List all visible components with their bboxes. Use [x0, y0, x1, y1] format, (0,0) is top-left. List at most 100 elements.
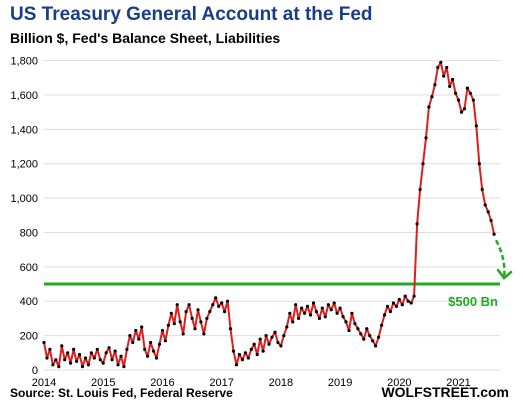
data-point: [347, 328, 351, 333]
data-point: [264, 334, 268, 338]
data-point: [57, 365, 61, 369]
data-point: [291, 320, 295, 324]
data-point: [77, 352, 82, 357]
data-point: [285, 325, 289, 329]
data-point: [374, 344, 378, 348]
data-point: [335, 311, 339, 315]
data-point: [45, 356, 49, 360]
data-point: [451, 77, 455, 82]
data-point: [240, 358, 244, 362]
x-tick-label: 2019: [328, 377, 352, 389]
y-tick-label: 200: [20, 331, 38, 343]
data-point: [163, 339, 167, 343]
data-point: [252, 342, 256, 346]
data-point: [202, 332, 206, 336]
data-point: [149, 340, 153, 345]
data-point: [276, 340, 280, 345]
data-point: [380, 323, 384, 327]
data-point: [143, 347, 147, 351]
data-point: [208, 310, 212, 314]
data-point: [314, 310, 318, 314]
data-point: [397, 297, 401, 302]
data-point: [371, 339, 375, 343]
data-point: [107, 346, 111, 350]
x-tick-label: 2015: [91, 377, 115, 389]
data-point: [421, 162, 425, 166]
data-point: [243, 351, 247, 355]
data-point: [205, 316, 209, 320]
data-point: [338, 306, 342, 310]
data-point: [273, 330, 277, 334]
data-point: [436, 65, 440, 70]
data-point: [231, 349, 236, 353]
data-point: [270, 335, 274, 339]
data-point: [234, 363, 239, 367]
data-point: [128, 334, 132, 338]
y-tick-label: 1,000: [10, 193, 38, 205]
y-tick-label: 1,400: [10, 124, 38, 136]
data-point: [249, 347, 253, 351]
data-point: [134, 328, 138, 333]
arrow-shaft: [494, 239, 506, 279]
data-point: [468, 91, 472, 95]
x-tick-label: 2020: [387, 377, 411, 389]
y-tick-label: 600: [20, 262, 38, 274]
data-point: [359, 332, 363, 336]
data-point: [226, 299, 230, 303]
data-point: [356, 327, 360, 331]
brand-logo-text: WOLFSTREET.com: [381, 384, 509, 400]
y-tick-label: 400: [20, 296, 38, 308]
data-point: [288, 311, 292, 315]
data-point: [196, 308, 200, 312]
data-point: [152, 349, 156, 353]
y-tick-label: 1,600: [10, 90, 38, 102]
data-point: [394, 304, 398, 308]
data-point: [137, 337, 141, 341]
data-point: [98, 358, 102, 362]
data-point: [172, 322, 176, 326]
arrow-head: [496, 268, 513, 280]
x-tick-label: 2017: [209, 377, 233, 389]
data-point: [140, 325, 144, 329]
data-point: [300, 306, 304, 310]
data-point: [60, 344, 64, 348]
x-tick-label: 2021: [446, 377, 470, 389]
data-point: [388, 310, 392, 314]
data-point: [341, 315, 345, 319]
data-point: [122, 365, 126, 369]
data-point: [51, 363, 55, 367]
data-point: [214, 296, 218, 300]
data-point: [303, 311, 307, 315]
data-point: [317, 316, 321, 320]
data-point: [228, 327, 233, 331]
data-point: [415, 222, 419, 226]
data-point: [199, 320, 203, 324]
data-point: [116, 363, 120, 367]
x-tick-label: 2016: [150, 377, 174, 389]
data-point: [433, 83, 437, 87]
y-axis-ticks: 0 200 400 600 800 1,000 1,200 1,400 1,600 1,800: [10, 56, 38, 377]
data-point: [377, 335, 381, 339]
data-point: [400, 303, 404, 307]
data-point: [445, 65, 449, 70]
source-note: Source: St. Louis Fed, Federal Reserve: [10, 386, 233, 400]
data-point: [323, 315, 327, 319]
chart-subtitle: Billion $, Fed's Balance Sheet, Liabilit…: [10, 30, 281, 46]
data-point: [95, 347, 99, 351]
data-point: [305, 304, 310, 308]
data-point: [492, 232, 496, 236]
data-point: [160, 328, 164, 333]
data-point: [448, 84, 452, 88]
data-point: [382, 313, 387, 317]
data-point: [258, 337, 262, 341]
data-point: [424, 136, 428, 140]
data-point: [54, 358, 58, 362]
data-point: [329, 308, 333, 312]
data-point: [75, 359, 79, 363]
data-point: [320, 306, 324, 310]
data-point: [223, 310, 227, 314]
x-tick-label: 2014: [32, 377, 56, 389]
data-point: [454, 91, 458, 95]
data-point: [430, 95, 434, 99]
data-point: [220, 301, 224, 305]
